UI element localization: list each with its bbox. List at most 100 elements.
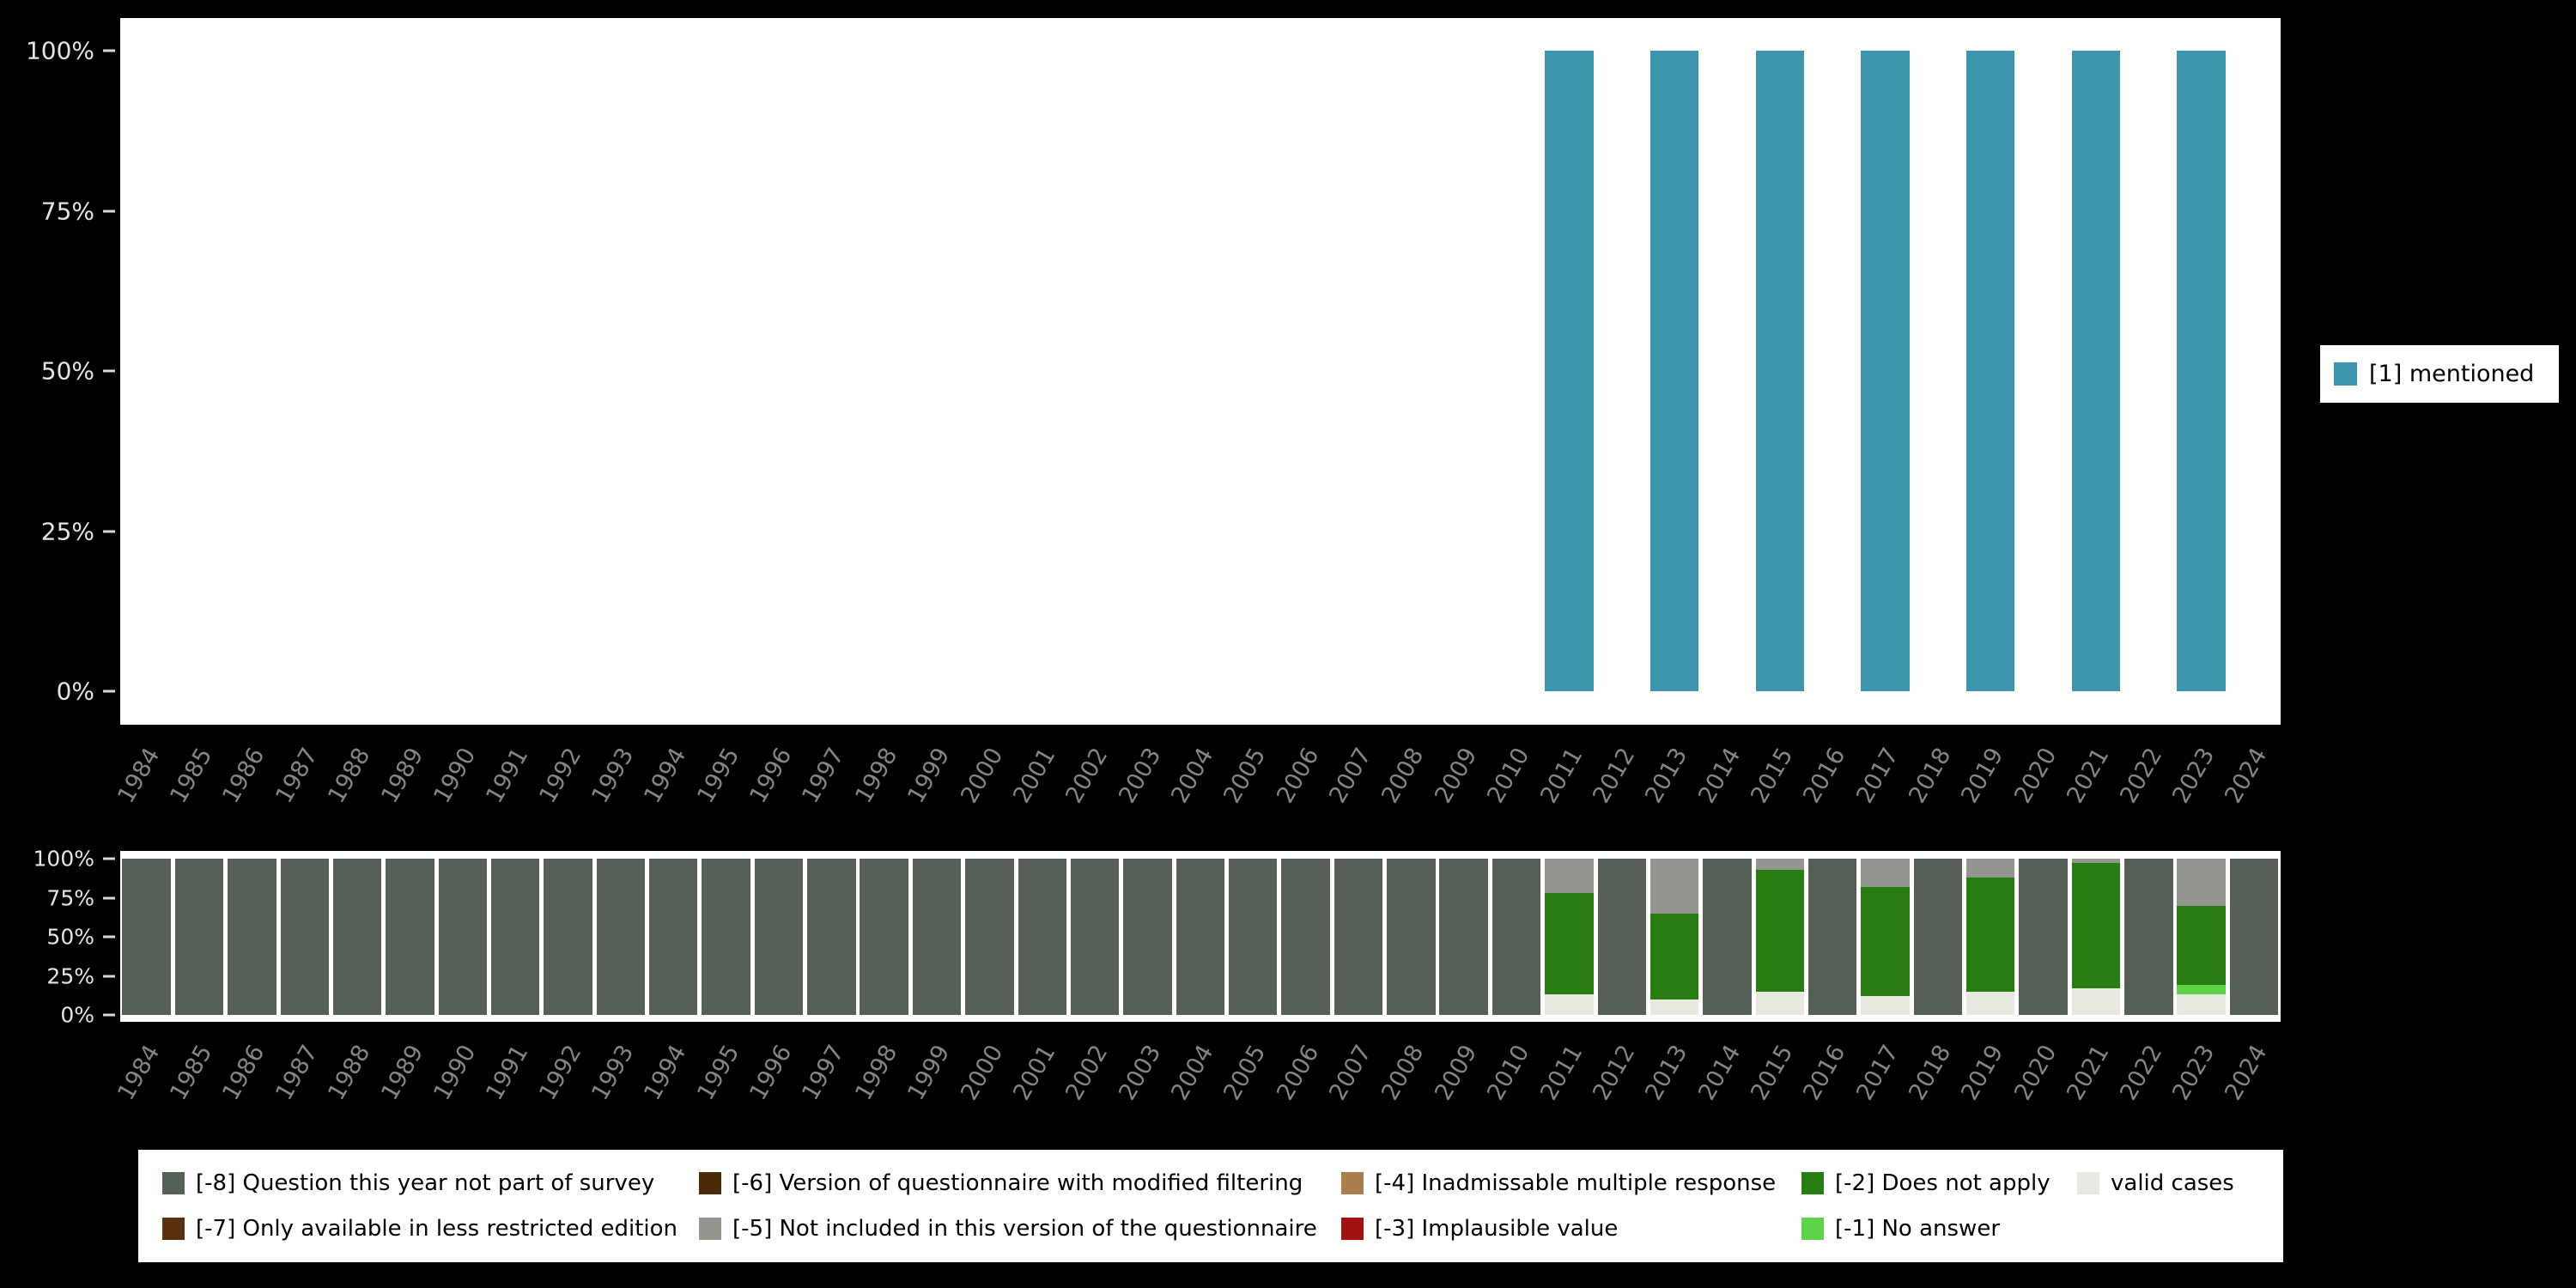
y-axis-tick [103, 690, 115, 693]
segment-m8-2004 [1176, 859, 1225, 1015]
y-axis-tick [103, 369, 115, 373]
stack-2008 [1387, 859, 1436, 1015]
y-axis-label-25: 25% [46, 963, 94, 988]
bar-slot-1985 [173, 51, 225, 691]
stack-2023 [2177, 859, 2226, 1015]
segment-m8-2012 [1597, 859, 1646, 1015]
legend-item-valid: valid cases [2077, 1170, 2275, 1196]
segment-valid-2015 [1755, 991, 1805, 1015]
bar-slot-1989 [384, 51, 436, 691]
segment-valid-2017 [1861, 996, 1910, 1015]
y-axis-label-100: 100% [25, 36, 94, 65]
bar-slot-2000 [963, 51, 1016, 691]
stack-slot-1990 [436, 859, 489, 1015]
segment-valid-2011 [1545, 994, 1594, 1015]
segment-m8-1988 [332, 859, 382, 1015]
stack-slot-1992 [542, 859, 594, 1015]
segment-m5-2023 [2177, 859, 2226, 906]
stack-slot-1993 [594, 859, 647, 1015]
bar-slot-1991 [489, 51, 542, 691]
y-axis-tick [103, 857, 115, 860]
y-axis-tick [103, 935, 115, 939]
legend-item-m8: [-8] Question this year not part of surv… [162, 1170, 699, 1196]
y-axis-label-75: 75% [46, 885, 94, 910]
bar-slot-2018 [1911, 51, 1964, 691]
stack-slot-1995 [700, 859, 752, 1015]
segment-m8-2010 [1492, 859, 1541, 1015]
bar-2023 [2177, 51, 2226, 691]
segment-valid-2019 [1966, 991, 2015, 1015]
segment-m8-1999 [912, 859, 962, 1015]
bar-slot-2007 [1332, 51, 1384, 691]
segment-m8-2008 [1387, 859, 1436, 1015]
stack-2012 [1597, 859, 1646, 1015]
bar-2017 [1861, 51, 1910, 691]
legend-label-m2: [-2] Does not apply [1835, 1170, 2050, 1196]
bar-slot-2017 [1859, 51, 1911, 691]
segment-m8-2000 [965, 859, 1014, 1015]
legend-label-m8: [-8] Question this year not part of surv… [196, 1170, 655, 1196]
segment-m8-2006 [1281, 859, 1330, 1015]
stack-slot-1994 [647, 859, 700, 1015]
bar-slot-2002 [1068, 51, 1121, 691]
segment-m8-2003 [1123, 859, 1172, 1015]
bar-slot-2024 [2227, 51, 2280, 691]
segment-m8-2016 [1807, 859, 1857, 1015]
stack-1995 [702, 859, 750, 1015]
segment-m2-2013 [1649, 913, 1699, 999]
legend-label-valid: valid cases [2111, 1170, 2234, 1196]
stack-slot-2005 [1227, 859, 1279, 1015]
bar-slot-2006 [1279, 51, 1332, 691]
bar-slot-2005 [1227, 51, 1279, 691]
bar-slot-2012 [1595, 51, 1648, 691]
stack-slot-2001 [1016, 859, 1068, 1015]
bar-slot-1996 [752, 51, 805, 691]
y-axis-label-0: 0% [60, 1002, 94, 1028]
stack-1986 [228, 859, 276, 1015]
bar-slot-2022 [2123, 51, 2175, 691]
legend-label-m7: [-7] Only available in less restricted e… [196, 1216, 678, 1242]
stack-1997 [807, 859, 856, 1015]
segment-m5-2017 [1861, 859, 1910, 887]
bar-slot-2010 [1490, 51, 1542, 691]
segment-m8-2001 [1018, 859, 1066, 1015]
segment-m2-2015 [1755, 869, 1805, 992]
y-axis-label-50: 50% [40, 356, 94, 386]
bar-2021 [2071, 51, 2121, 691]
stack-2002 [1070, 859, 1120, 1015]
bar-slot-1995 [700, 51, 752, 691]
stack-2001 [1018, 859, 1066, 1015]
bar-2013 [1649, 51, 1699, 691]
stack-slot-2021 [2069, 859, 2122, 1015]
segment-m8-2022 [2124, 859, 2173, 1015]
stack-slot-1989 [384, 859, 436, 1015]
bar-slot-1994 [647, 51, 700, 691]
segment-m8-1997 [807, 859, 856, 1015]
bottom-legend: [-8] Question this year not part of surv… [138, 1150, 2283, 1262]
stack-1985 [174, 859, 224, 1015]
y-axis-label-75: 75% [40, 197, 94, 225]
stack-2005 [1229, 859, 1278, 1015]
legend-swatch-m1 [1801, 1218, 1824, 1241]
bar-slot-1992 [542, 51, 594, 691]
segment-m8-1992 [544, 859, 592, 1015]
y-axis-label-0: 0% [56, 677, 94, 706]
stack-2015 [1755, 859, 1805, 1015]
stack-1994 [649, 859, 698, 1015]
top-plot [120, 51, 2281, 691]
stack-1998 [860, 859, 908, 1015]
stack-slot-2000 [963, 859, 1016, 1015]
segment-m8-2009 [1439, 859, 1488, 1015]
segment-m8-2024 [2229, 859, 2279, 1015]
stack-2017 [1861, 859, 1910, 1015]
stack-2006 [1281, 859, 1330, 1015]
stack-2016 [1807, 859, 1857, 1015]
legend-label-m3: [-3] Implausible value [1375, 1216, 1619, 1242]
stack-2019 [1966, 859, 2015, 1015]
stack-slot-2007 [1332, 859, 1384, 1015]
top-chart-panel [120, 18, 2281, 725]
segment-m8-1996 [754, 859, 804, 1015]
segment-m8-1993 [596, 859, 646, 1015]
stack-slot-2002 [1068, 859, 1121, 1015]
